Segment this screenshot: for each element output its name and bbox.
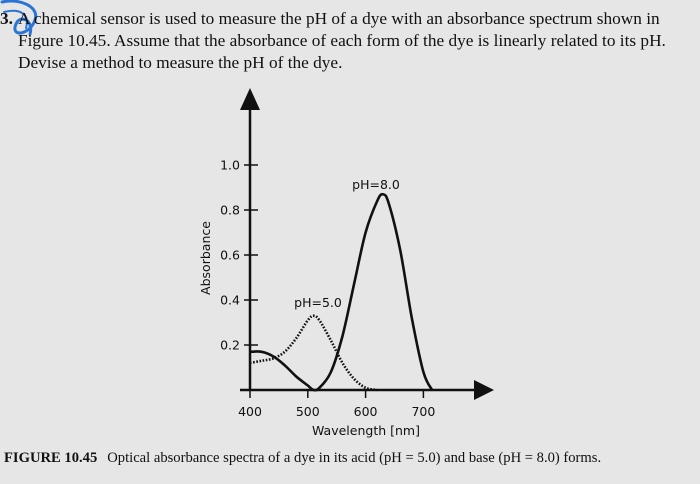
x-axis-label: Wavelength [nm]	[312, 423, 420, 438]
y-ticks: 0.2 0.4 0.6 0.8 1.0	[220, 158, 258, 353]
figure-caption: FIGURE 10.45 Optical absorbance spectra o…	[4, 450, 696, 467]
question-text: 3. A chemical sensor is used to measure …	[0, 8, 696, 74]
y-axis-arrow-icon	[240, 88, 260, 110]
figure-caption-label: FIGURE 10.45	[4, 450, 98, 466]
handwritten-circle-mark	[0, 0, 38, 36]
series-label-ph5: pH=5.0	[294, 295, 342, 310]
axes	[240, 88, 494, 400]
x-tick-label: 500	[296, 404, 320, 419]
y-tick-label: 0.8	[220, 203, 240, 218]
series-label-ph8: pH=8.0	[352, 177, 400, 192]
y-tick-label: 0.6	[220, 248, 240, 263]
x-tick-label: 700	[411, 404, 435, 419]
question-number: 3.	[0, 9, 13, 28]
series-group	[249, 192, 434, 392]
y-tick-label: 1.0	[220, 158, 240, 173]
absorbance-chart: 0.20.40.60.81.0 400 500 600 700 Absorbance …	[198, 88, 494, 438]
y-tick-label: 0.2	[220, 338, 240, 353]
x-ticks: 400 500 600 700	[238, 390, 435, 419]
series-line-ph5	[249, 314, 378, 392]
figure-caption-text: Optical absorbance spectra of a dye in i…	[107, 450, 602, 466]
series-line-ph8	[249, 192, 434, 392]
y-axis-label: Absorbance	[198, 221, 213, 295]
question-body: A chemical sensor is used to measure the…	[18, 9, 666, 72]
x-tick-label: 400	[238, 404, 262, 419]
x-tick-label: 600	[354, 404, 378, 419]
x-axis-arrow-icon	[474, 380, 494, 400]
y-tick-label: 0.4	[220, 293, 240, 308]
